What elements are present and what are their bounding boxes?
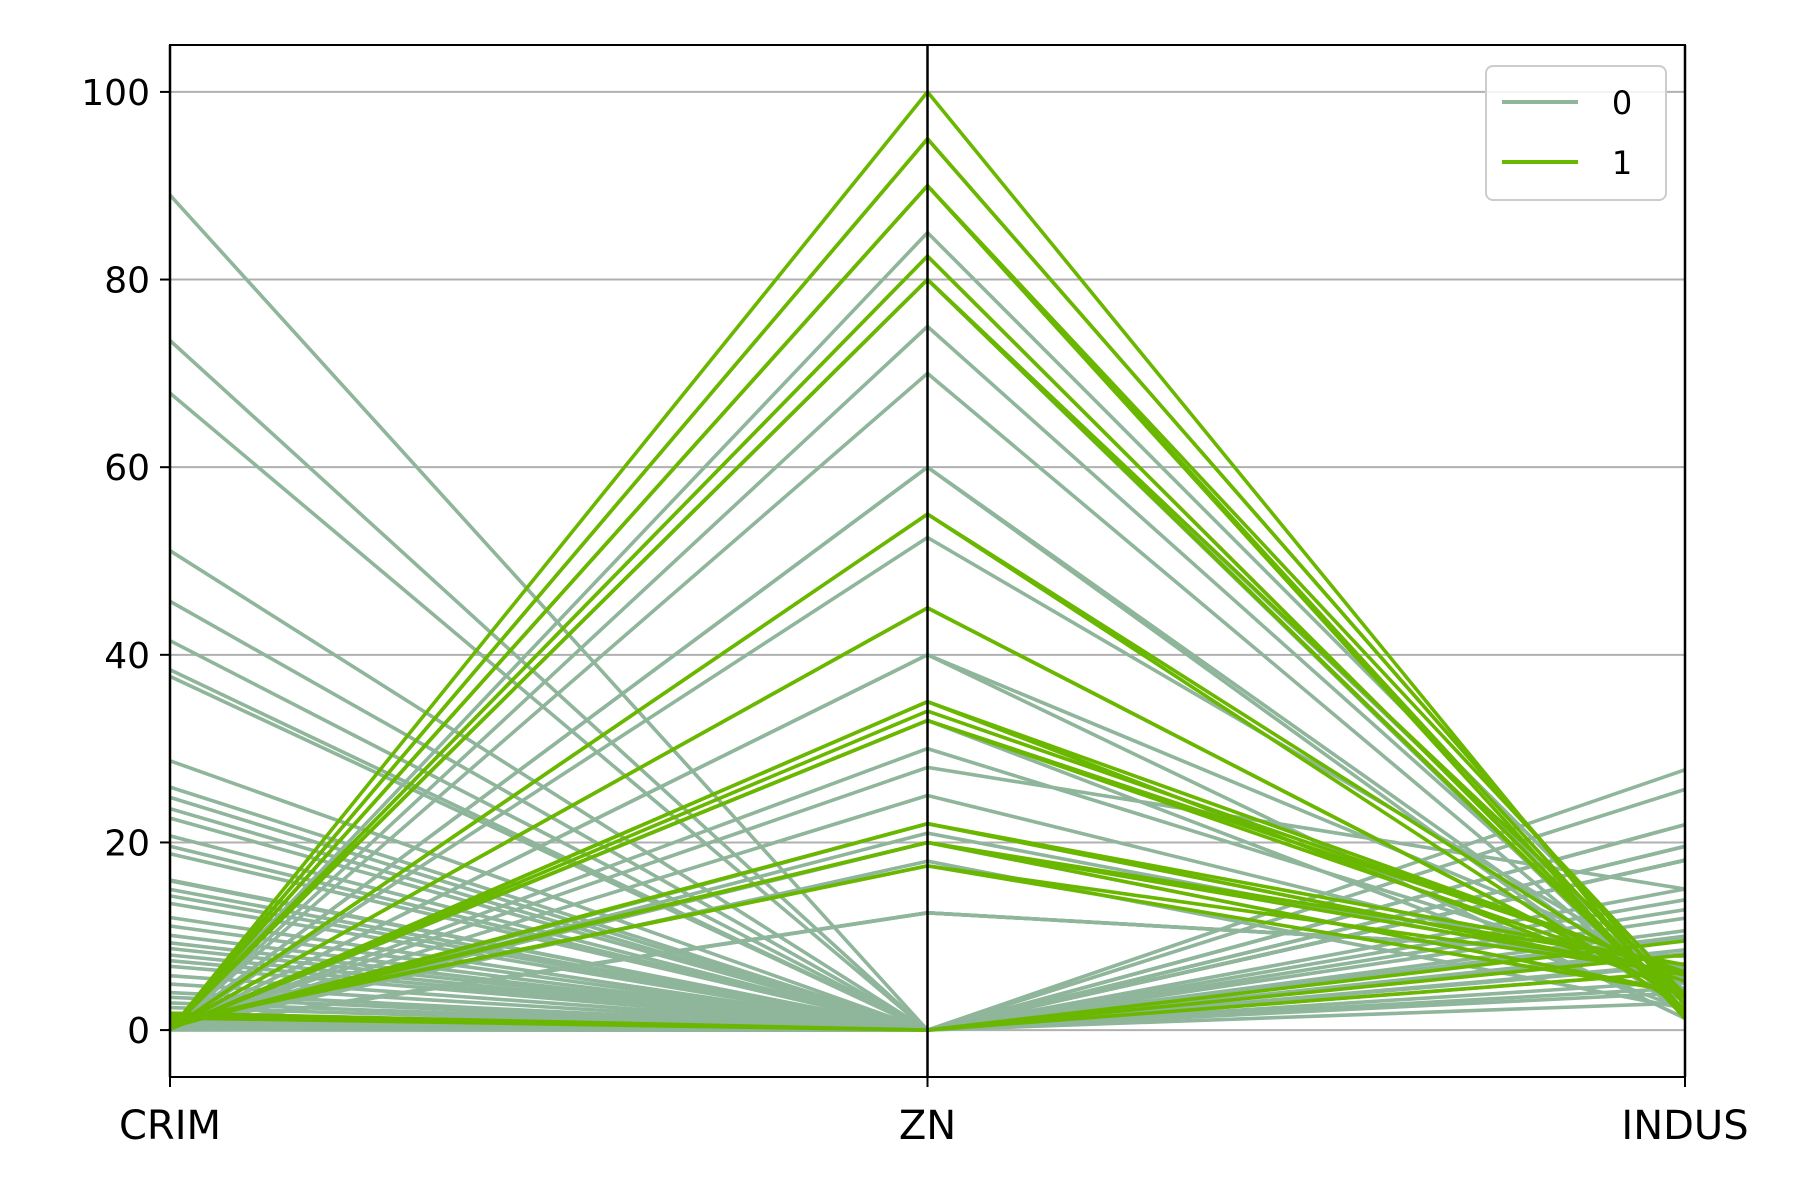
legend-label-0: 0: [1612, 84, 1632, 122]
category-label: CRIM: [119, 1103, 221, 1149]
y-tick-label: 40: [104, 636, 150, 677]
legend-label-1: 1: [1612, 144, 1632, 182]
legend-box: [1485, 65, 1667, 201]
x-axis-category-labels: CRIM ZN INDUS: [119, 1103, 1749, 1149]
category-label: ZN: [899, 1103, 956, 1149]
y-tick-label: 80: [104, 261, 150, 302]
axes: [168, 44, 1687, 1087]
y-tick-label: 0: [127, 1011, 150, 1052]
y-tick-label: 60: [104, 448, 150, 489]
legend: 01: [1485, 65, 1667, 201]
category-label: INDUS: [1621, 1103, 1748, 1149]
y-tick-label: 20: [104, 823, 150, 864]
y-axis-ticks: 0 20 40 60 80 100: [81, 73, 170, 1052]
y-tick-label: 100: [81, 73, 150, 114]
